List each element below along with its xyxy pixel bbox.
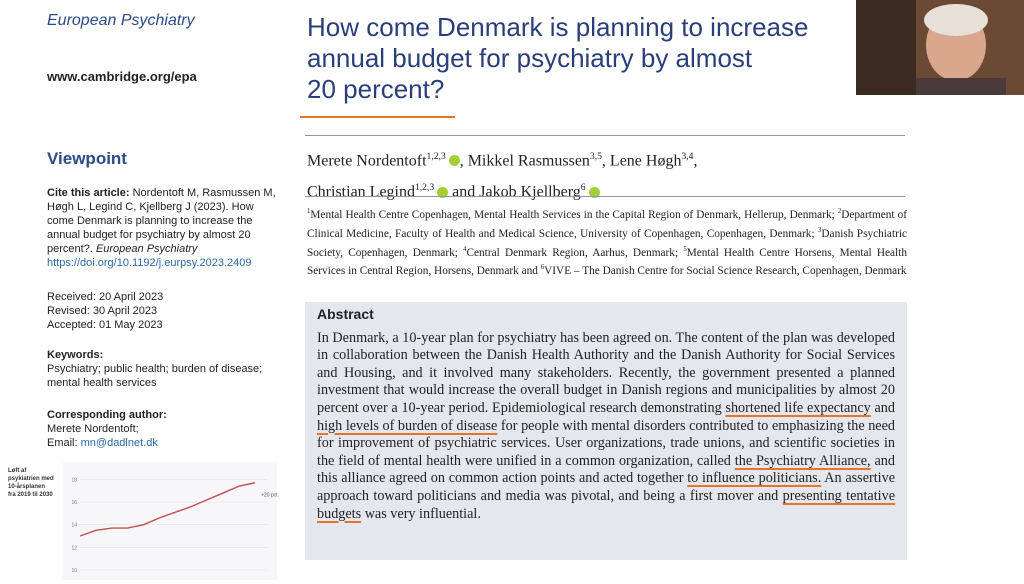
abstract-segment: high levels of burden of disease xyxy=(317,417,498,434)
abstract-segment: and this alliance agreed on common actio… xyxy=(317,452,895,487)
affil-num: 6 xyxy=(540,264,545,272)
email[interactable]: mn@dadlnet.dk xyxy=(80,437,158,449)
y-tick-label: 10 xyxy=(71,568,77,574)
date: Revised: 30 April 2023 xyxy=(47,305,158,317)
author-name: Jakob Kjellberg xyxy=(479,183,581,201)
corr-name: Merete Nordentoft; xyxy=(47,423,139,435)
rule xyxy=(305,135,905,136)
abstract-segment: was very influential. xyxy=(361,505,481,522)
y-tick-label: 16 xyxy=(71,500,77,506)
affil-num: 4 xyxy=(463,245,467,253)
chart-title: Løft af xyxy=(8,468,27,474)
author-sep: , xyxy=(459,152,468,170)
abstract-segment: the Psychiatry Alliance, xyxy=(734,452,871,469)
chart-title: fra 2019 til 2030 xyxy=(8,492,53,498)
abstract-segment: An assertive approach toward politicians… xyxy=(317,470,895,504)
abstract-segment: shortened life expectancy xyxy=(725,399,871,416)
author-sep: , xyxy=(601,152,610,170)
annotation: +20 pct. xyxy=(261,493,279,499)
author-name: Lene Høgh xyxy=(609,152,682,170)
author-affil: 3,4 xyxy=(681,151,694,162)
abstract-heading: Abstract xyxy=(317,306,374,322)
orcid-icon xyxy=(588,186,600,198)
journal: European Psychiatry xyxy=(47,12,195,29)
author-name: Christian Legind xyxy=(307,183,415,201)
author-affil: 1,2,3 xyxy=(414,182,435,194)
affil-num: 5 xyxy=(683,245,687,253)
data-line xyxy=(79,482,256,537)
affiliations: 1Mental Health Centre Copenhagen, Mental… xyxy=(307,204,907,279)
abstract-segment: In Denmark, a 10-year plan for psychiatr… xyxy=(317,329,895,416)
title-line: How come Denmark is planning to increase xyxy=(307,12,809,42)
author-affil: 1,2,3 xyxy=(426,151,446,162)
abstract-segment: to influence politicians. xyxy=(687,470,822,487)
abstract-segment: presenting tentative budgets xyxy=(317,487,895,522)
affil-text: Danish Psychiatric Society, Copenhagen, … xyxy=(307,227,907,259)
abstract-segment: for people with mental disorders contrib… xyxy=(317,417,895,469)
citation: Cite this article: Nordentoft M, Rasmuss… xyxy=(47,186,282,270)
author-affil: 3,5 xyxy=(589,151,602,162)
chart-title: 10-årsplanen xyxy=(8,483,45,490)
author-sep: , xyxy=(693,152,698,170)
y-tick-label: 18 xyxy=(71,477,77,483)
doi[interactable]: https://doi.org/10.1192/j.eurpsy.2023.24… xyxy=(47,257,252,269)
affil-text: Central Denmark Region, Aarhus, Denmark; xyxy=(466,246,684,259)
affil-text: VIVE – The Danish Centre for Social Scie… xyxy=(544,265,907,278)
rule xyxy=(305,196,905,197)
orcid-icon xyxy=(437,186,449,198)
keywords-text: Psychiatry; public health; burden of dis… xyxy=(47,363,263,389)
cite-label: Cite this article: xyxy=(47,187,130,199)
author-name: Merete Nordentoft xyxy=(307,152,427,170)
abstract-segment: and xyxy=(870,399,896,416)
keywords-label: Keywords: xyxy=(47,349,104,361)
abstract-text: In Denmark, a 10-year plan for psychiatr… xyxy=(317,330,895,524)
affil-text: Department of Clinical Medicine, Faculty… xyxy=(307,208,907,240)
author-affil: 6 xyxy=(580,182,586,194)
affil-num: 2 xyxy=(837,208,842,215)
keywords: Keywords: Psychiatry; public health; burd… xyxy=(47,348,287,390)
title-line: 20 percent? xyxy=(307,74,445,104)
orcid-icon xyxy=(448,155,460,167)
cite-journal: European Psychiatry xyxy=(95,243,198,255)
author-sep: and xyxy=(448,183,480,201)
corresponding: Corresponding author: Merete Nordentoft; E… xyxy=(47,408,287,450)
dates: Received: 20 April 2023 Revised: 30 April… xyxy=(47,290,287,332)
affil-num: 1 xyxy=(307,208,311,215)
y-tick-label: 12 xyxy=(71,545,77,551)
chart-bg xyxy=(63,462,277,580)
affil-text: Mental Health Centre Copenhagen, Mental … xyxy=(310,208,838,221)
email-label: Email: xyxy=(47,437,78,449)
author-name: Mikkel Rasmussen xyxy=(467,152,590,170)
date: Accepted: 01 May 2023 xyxy=(47,319,163,331)
title-underline xyxy=(300,116,455,118)
abstract-box: Abstract In Denmark, a 10-year plan for … xyxy=(305,302,907,560)
affil-num: 3 xyxy=(818,226,822,234)
chart-title: psykiatrien med xyxy=(8,476,54,482)
corr-label: Corresponding author: xyxy=(47,409,167,421)
url: www.cambridge.org/epa xyxy=(47,69,197,84)
title: How come Denmark is planning to increase… xyxy=(307,12,808,105)
webcam xyxy=(856,0,1024,95)
y-tick-label: 14 xyxy=(71,523,77,529)
date: Received: 20 April 2023 xyxy=(47,291,164,303)
cite-text: Nordentoft M, Rasmussen M, Høgh L, Legin… xyxy=(47,187,276,255)
affil-text: Mental Health Centre Horsens, Mental Hea… xyxy=(307,246,907,278)
title-line: annual budget for psychiatry by almost xyxy=(307,43,753,73)
section: Viewpoint xyxy=(47,149,127,168)
